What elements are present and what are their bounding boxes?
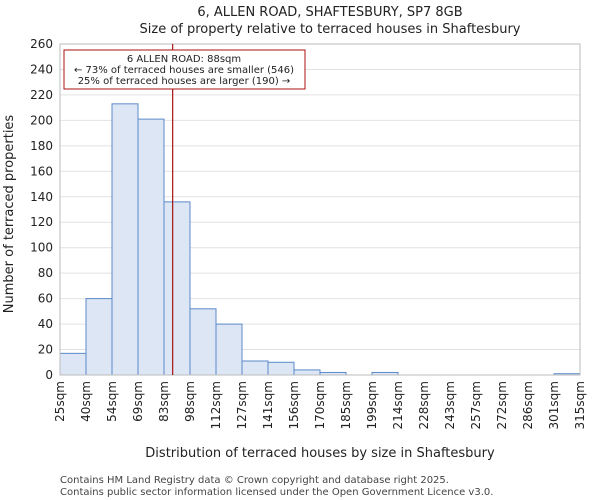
y-tick-label: 240 <box>30 62 53 76</box>
x-tick-label: 301sqm <box>547 381 561 429</box>
annotation-line-2: ← 73% of terraced houses are smaller (54… <box>74 65 294 76</box>
footer-line-1: Contains HM Land Registry data © Crown c… <box>60 475 449 486</box>
x-tick-label: 98sqm <box>183 381 197 422</box>
y-axis-ticks: 0 20 40 60 80 100 120 140 160 180 200 220 240 260 <box>30 37 53 382</box>
histogram-bar <box>189 308 217 376</box>
y-tick-label: 60 <box>38 292 53 306</box>
x-tick-label: 127sqm <box>235 381 249 429</box>
y-tick-label: 80 <box>38 266 53 280</box>
histogram-bar <box>59 352 87 376</box>
chart-title: 6, ALLEN ROAD, SHAFTESBURY, SP7 8GB <box>197 5 462 20</box>
y-axis-label: Number of terraced properties <box>2 115 17 314</box>
histogram-bar <box>163 201 191 376</box>
y-tick-label: 40 <box>38 317 53 331</box>
y-tick-label: 260 <box>30 37 53 51</box>
x-tick-label: 185sqm <box>339 381 353 429</box>
x-tick-label: 257sqm <box>469 381 483 429</box>
y-tick-label: 140 <box>30 190 53 204</box>
x-axis-ticks: 25sqm 40sqm 54sqm 69sqm 83sqm 98sqm 112sqm 127s… <box>53 381 587 429</box>
plot-frame <box>59 43 581 376</box>
y-tick-label: 100 <box>30 241 53 255</box>
x-tick-label: 141sqm <box>261 381 275 429</box>
histogram-bar <box>137 118 165 376</box>
annotation-line-3: 25% of terraced houses are larger (190) … <box>78 76 291 87</box>
x-tick-label: 69sqm <box>131 381 145 422</box>
footer-line-2: Contains public sector information licen… <box>60 487 493 498</box>
histogram-bar <box>215 323 243 376</box>
x-tick-label: 112sqm <box>209 381 223 429</box>
x-tick-label: 272sqm <box>495 381 509 429</box>
x-tick-label: 315sqm <box>573 381 587 429</box>
x-tick-label: 83sqm <box>157 381 171 422</box>
x-axis-label: Distribution of terraced houses by size … <box>145 446 495 461</box>
annotation-line-1: 6 ALLEN ROAD: 88sqm <box>127 54 241 65</box>
x-tick-label: 228sqm <box>417 381 431 429</box>
x-tick-label: 25sqm <box>53 381 67 422</box>
annotation-frame <box>63 49 306 90</box>
y-tick-label: 20 <box>38 343 53 357</box>
x-tick-label: 214sqm <box>391 381 405 429</box>
x-tick-label: 40sqm <box>79 381 93 422</box>
y-tick-label: 220 <box>30 88 53 102</box>
histogram-bar <box>293 369 321 376</box>
histogram-bar <box>85 298 113 376</box>
histogram-bar <box>241 360 269 376</box>
y-tick-label: 120 <box>30 215 53 229</box>
x-tick-label: 54sqm <box>105 381 119 422</box>
x-tick-label: 170sqm <box>313 381 327 429</box>
bars-group <box>59 103 581 376</box>
y-tick-label: 180 <box>30 139 53 153</box>
histogram-bar <box>267 361 295 376</box>
x-tick-label: 199sqm <box>365 381 379 429</box>
y-tick-label: 160 <box>30 164 53 178</box>
x-tick-label: 243sqm <box>443 381 457 429</box>
y-tick-label: 200 <box>30 113 53 127</box>
histogram-bar <box>111 103 139 376</box>
annotation-box: 6 ALLEN ROAD: 88sqm ← 73% of terraced ho… <box>63 49 306 90</box>
chart-subtitle: Size of property relative to terraced ho… <box>140 22 521 37</box>
y-tick-label: 0 <box>45 368 53 382</box>
x-tick-label: 286sqm <box>521 381 535 429</box>
x-tick-label: 156sqm <box>287 381 301 429</box>
